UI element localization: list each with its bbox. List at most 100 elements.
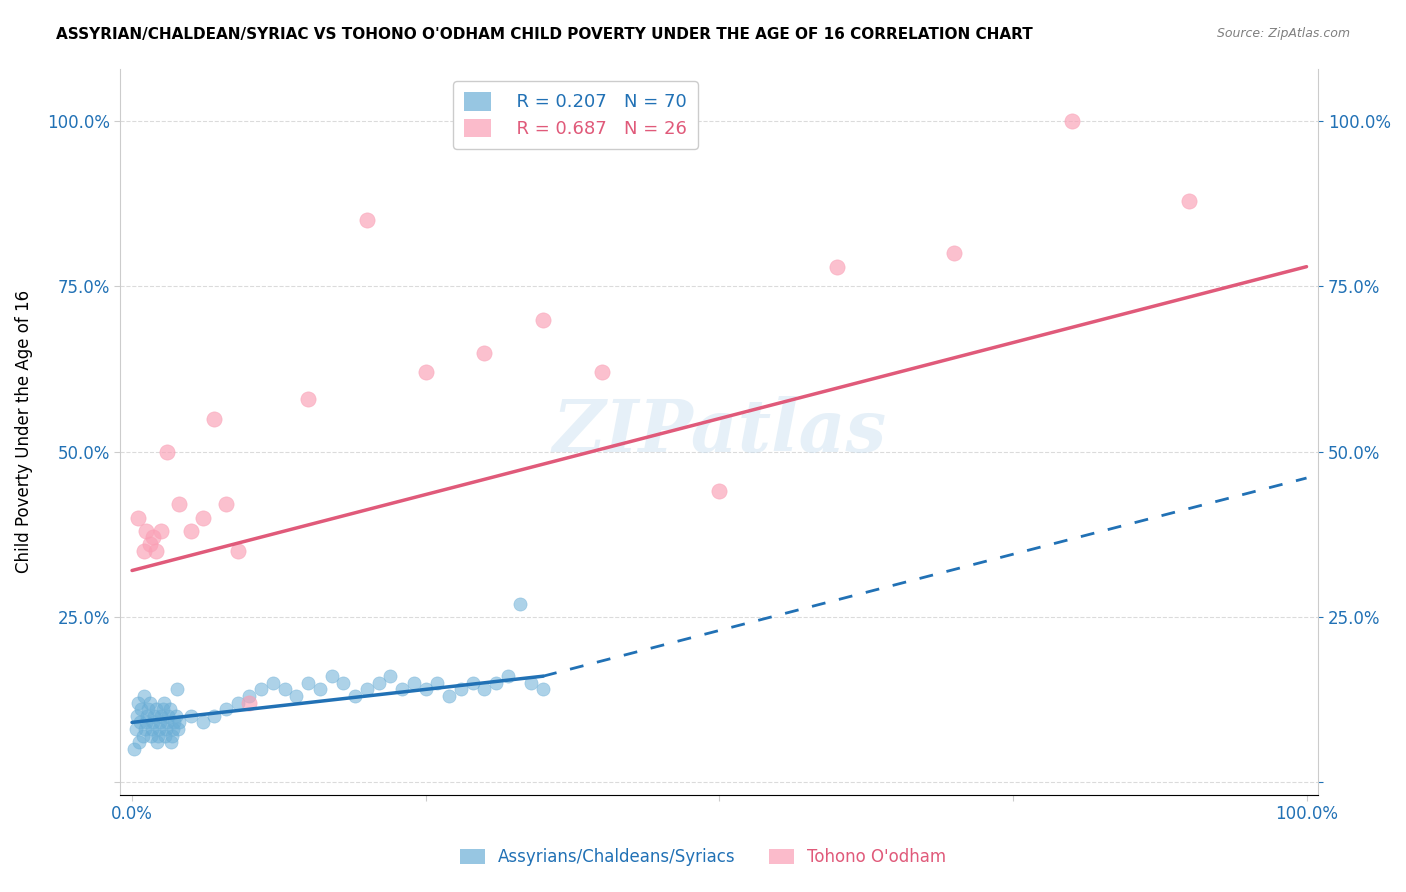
Point xyxy=(202,411,225,425)
Point xyxy=(143,708,166,723)
Point xyxy=(148,722,170,736)
Point xyxy=(474,682,496,697)
Point xyxy=(132,543,155,558)
Point xyxy=(709,484,731,499)
Point xyxy=(943,246,966,260)
Point xyxy=(124,741,146,756)
Point xyxy=(262,675,284,690)
Point xyxy=(145,543,167,558)
Point xyxy=(142,715,165,730)
Point xyxy=(125,708,148,723)
Point xyxy=(157,708,180,723)
Text: Source: ZipAtlas.com: Source: ZipAtlas.com xyxy=(1216,27,1350,40)
Point xyxy=(450,682,472,697)
Y-axis label: Child Poverty Under the Age of 16: Child Poverty Under the Age of 16 xyxy=(15,290,32,574)
Point xyxy=(520,675,543,690)
Point xyxy=(191,510,214,524)
Point xyxy=(138,696,160,710)
Point xyxy=(285,689,308,703)
Point xyxy=(509,597,531,611)
Point xyxy=(150,708,173,723)
Point xyxy=(191,715,214,730)
Point xyxy=(215,702,238,716)
Point xyxy=(155,722,177,736)
Legend:   R = 0.207   N = 70,   R = 0.687   N = 26: R = 0.207 N = 70, R = 0.687 N = 26 xyxy=(453,81,697,149)
Text: ASSYRIAN/CHALDEAN/SYRIAC VS TOHONO O'ODHAM CHILD POVERTY UNDER THE AGE OF 16 COR: ASSYRIAN/CHALDEAN/SYRIAC VS TOHONO O'ODH… xyxy=(56,27,1033,42)
Point xyxy=(415,682,437,697)
Point xyxy=(139,729,162,743)
Point xyxy=(135,715,157,730)
Point xyxy=(531,682,554,697)
Point xyxy=(153,729,176,743)
Point xyxy=(380,669,402,683)
Point xyxy=(391,682,413,697)
Point xyxy=(163,715,186,730)
Point xyxy=(321,669,343,683)
Point xyxy=(159,702,181,716)
Point xyxy=(356,682,378,697)
Point xyxy=(531,312,554,326)
Point xyxy=(402,675,425,690)
Point xyxy=(238,696,260,710)
Point xyxy=(297,392,319,406)
Point xyxy=(474,345,496,359)
Point xyxy=(149,715,172,730)
Point xyxy=(152,702,174,716)
Point xyxy=(138,537,160,551)
Point xyxy=(127,696,149,710)
Point xyxy=(297,675,319,690)
Point xyxy=(134,722,156,736)
Point xyxy=(131,702,153,716)
Point xyxy=(415,365,437,379)
Point xyxy=(496,669,519,683)
Point xyxy=(250,682,273,697)
Point xyxy=(166,682,188,697)
Point xyxy=(132,689,155,703)
Point xyxy=(127,510,149,524)
Point xyxy=(202,708,225,723)
Point xyxy=(1060,114,1083,128)
Point xyxy=(437,689,460,703)
Point xyxy=(124,722,146,736)
Point xyxy=(146,729,169,743)
Point xyxy=(215,498,238,512)
Point xyxy=(128,735,150,749)
Point xyxy=(825,260,848,274)
Point xyxy=(238,689,260,703)
Point xyxy=(167,498,190,512)
Point xyxy=(309,682,332,697)
Text: ZIPatlas: ZIPatlas xyxy=(553,396,886,467)
Point xyxy=(131,729,153,743)
Point xyxy=(135,524,157,538)
Point xyxy=(356,213,378,227)
Point xyxy=(152,696,174,710)
Point xyxy=(485,675,508,690)
Point xyxy=(367,675,389,690)
Point xyxy=(167,715,190,730)
Point xyxy=(159,735,181,749)
Point xyxy=(136,708,159,723)
Point xyxy=(226,543,249,558)
Point xyxy=(591,365,613,379)
Point xyxy=(145,735,167,749)
Point xyxy=(166,722,188,736)
Point xyxy=(1178,194,1201,208)
Legend: Assyrians/Chaldeans/Syriacs, Tohono O'odham: Assyrians/Chaldeans/Syriacs, Tohono O'od… xyxy=(451,840,955,875)
Point xyxy=(138,702,160,716)
Point xyxy=(180,708,202,723)
Point xyxy=(142,531,165,545)
Point xyxy=(332,675,354,690)
Point xyxy=(226,696,249,710)
Point xyxy=(162,722,184,736)
Point xyxy=(156,444,179,458)
Point xyxy=(141,722,163,736)
Point xyxy=(145,702,167,716)
Point xyxy=(150,524,173,538)
Point xyxy=(156,715,179,730)
Point xyxy=(426,675,449,690)
Point xyxy=(165,708,187,723)
Point xyxy=(129,715,152,730)
Point xyxy=(344,689,367,703)
Point xyxy=(274,682,297,697)
Point xyxy=(461,675,484,690)
